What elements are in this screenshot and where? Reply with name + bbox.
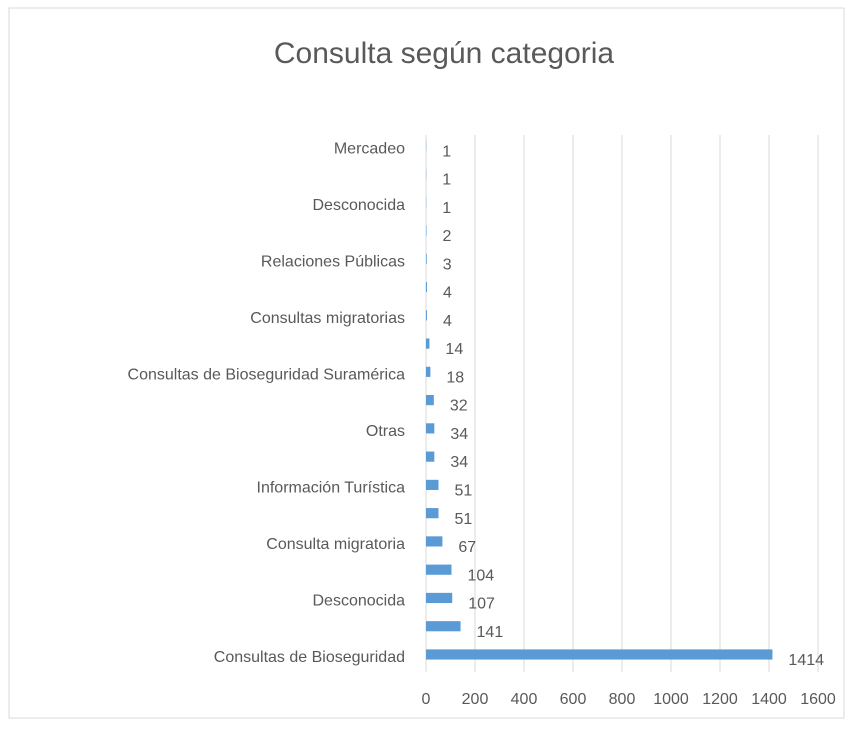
bar bbox=[426, 282, 427, 292]
bar bbox=[426, 338, 429, 348]
bar bbox=[426, 565, 451, 575]
bar bbox=[426, 254, 427, 264]
y-tick-label: Otras bbox=[366, 423, 405, 440]
y-tick-label: Información Turística bbox=[257, 480, 406, 497]
bar bbox=[426, 423, 434, 433]
value-label: 34 bbox=[450, 426, 468, 443]
value-label: 4 bbox=[443, 313, 452, 330]
bar bbox=[426, 508, 438, 518]
x-tick-label: 0 bbox=[422, 691, 431, 708]
x-tick-label: 1600 bbox=[800, 691, 836, 708]
bar bbox=[426, 310, 427, 320]
value-label: 32 bbox=[450, 398, 468, 415]
y-tick-label: Consultas de Bioseguridad Suramérica bbox=[128, 366, 406, 383]
x-tick-label: 400 bbox=[511, 691, 538, 708]
bar bbox=[426, 395, 434, 405]
value-label: 51 bbox=[454, 483, 472, 500]
bar bbox=[426, 367, 430, 377]
bar bbox=[426, 649, 772, 659]
bar bbox=[426, 593, 452, 603]
chart-title: Consulta según categoria bbox=[274, 37, 615, 70]
y-tick-label: Consultas de Bioseguridad bbox=[214, 649, 405, 666]
value-label: 4 bbox=[443, 285, 452, 302]
value-label: 67 bbox=[458, 539, 476, 556]
y-tick-label: Relaciones Públicas bbox=[261, 253, 405, 270]
value-label: 2 bbox=[442, 228, 451, 245]
value-label: 51 bbox=[454, 511, 472, 528]
x-tick-label: 1200 bbox=[702, 691, 738, 708]
bar bbox=[426, 536, 442, 546]
value-label: 1 bbox=[442, 172, 451, 189]
y-tick-label: Desconocida bbox=[313, 197, 406, 214]
value-label: 141 bbox=[477, 624, 504, 641]
y-tick-label: Consultas migratorias bbox=[250, 310, 405, 327]
value-label: 34 bbox=[450, 454, 468, 471]
x-tick-label: 200 bbox=[462, 691, 489, 708]
value-label: 1414 bbox=[788, 652, 824, 669]
bar bbox=[426, 480, 438, 490]
x-tick-label: 800 bbox=[609, 691, 636, 708]
bar bbox=[426, 452, 434, 462]
x-tick-label: 1000 bbox=[653, 691, 689, 708]
bar bbox=[426, 621, 461, 631]
value-label: 14 bbox=[445, 341, 463, 358]
y-tick-label: Consulta migratoria bbox=[266, 536, 405, 553]
value-label: 18 bbox=[446, 369, 464, 386]
value-label: 107 bbox=[468, 596, 495, 613]
y-tick-label: Mercadeo bbox=[334, 140, 405, 157]
value-label: 3 bbox=[443, 256, 452, 273]
x-tick-label: 600 bbox=[560, 691, 587, 708]
value-label: 1 bbox=[442, 143, 451, 160]
value-label: 104 bbox=[467, 567, 494, 584]
y-tick-label: Desconocida bbox=[313, 593, 406, 610]
value-label: 1 bbox=[442, 200, 451, 217]
x-tick-label: 1400 bbox=[751, 691, 787, 708]
